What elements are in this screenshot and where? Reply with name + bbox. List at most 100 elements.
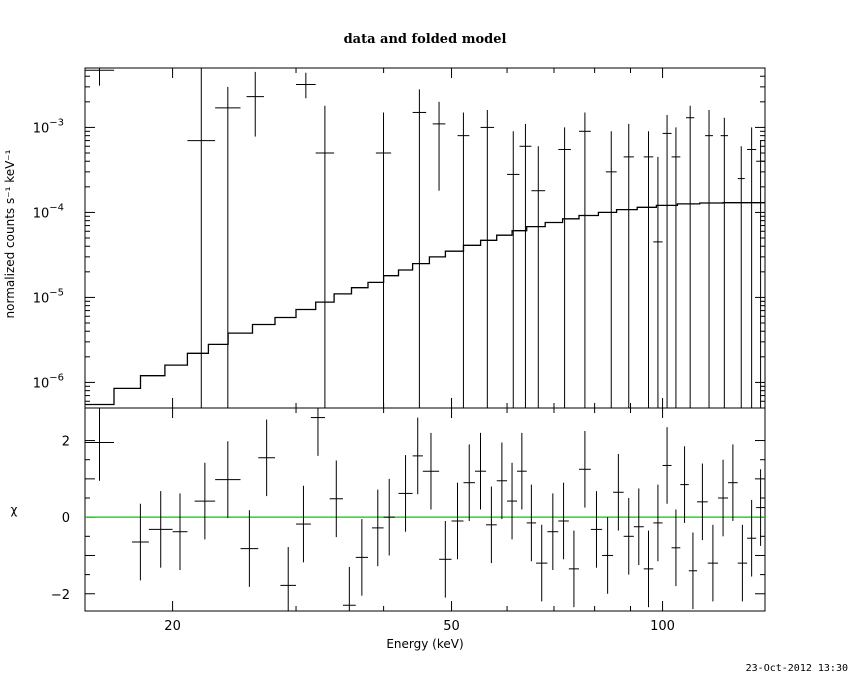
residual-point bbox=[131, 503, 149, 581]
model-step-line bbox=[85, 202, 765, 406]
residual-point bbox=[194, 462, 216, 540]
top-y-tick-exponent: −4 bbox=[49, 202, 64, 213]
residual-point bbox=[310, 408, 326, 456]
bottom-y-tick-label: 0 bbox=[62, 511, 70, 526]
residual-point bbox=[215, 441, 241, 518]
top-data-point bbox=[643, 131, 654, 408]
residual-point bbox=[240, 510, 259, 587]
x-axis-label: Energy (keV) bbox=[386, 637, 463, 651]
top-data-point bbox=[519, 123, 532, 408]
top-data-point bbox=[671, 127, 681, 408]
residual-point bbox=[517, 432, 527, 510]
residual-point bbox=[355, 519, 368, 596]
residual-point bbox=[172, 493, 188, 571]
bottom-panel-frame bbox=[84, 407, 766, 612]
top-y-tick-label: 10−6 bbox=[33, 372, 64, 391]
top-data-point bbox=[579, 112, 591, 408]
residual-point bbox=[371, 489, 384, 567]
residual-point bbox=[547, 493, 559, 571]
bottom-y-axis-label: χ bbox=[11, 503, 18, 517]
x-tick-label: 20 bbox=[164, 619, 181, 634]
residual-point bbox=[148, 491, 173, 568]
top-y-tick-label: 10−3 bbox=[33, 117, 64, 136]
top-panel: 10−3 10−4 10−5 10−6 bbox=[33, 67, 766, 409]
residual-point bbox=[613, 453, 624, 531]
x-tick-label: 100 bbox=[650, 619, 675, 634]
residual-point bbox=[85, 408, 115, 481]
top-data-point bbox=[737, 146, 745, 408]
residual-point bbox=[398, 455, 413, 532]
residual-point bbox=[728, 444, 738, 521]
residual-point bbox=[737, 524, 748, 602]
residual-point bbox=[602, 517, 614, 594]
residual-point bbox=[643, 530, 654, 608]
bottom-y-tick-label: 2 bbox=[62, 435, 70, 450]
residual-point bbox=[412, 417, 423, 495]
residual-point bbox=[296, 485, 311, 563]
top-data-point bbox=[531, 146, 546, 408]
residual-point bbox=[451, 482, 464, 560]
top-y-tick-exponent: −5 bbox=[49, 287, 64, 298]
residual-point bbox=[496, 442, 508, 520]
top-data-point bbox=[85, 68, 115, 86]
residual-point bbox=[590, 491, 603, 568]
bottom-y-tick-label: −2 bbox=[51, 588, 70, 603]
top-data-point bbox=[662, 114, 672, 408]
top-data-point bbox=[432, 101, 446, 191]
top-data-point bbox=[685, 105, 695, 408]
residual-point bbox=[579, 430, 591, 508]
top-y-tick-label: 10−5 bbox=[33, 287, 64, 306]
residual-point bbox=[422, 432, 440, 510]
residual-point bbox=[623, 498, 634, 575]
residual-point bbox=[688, 532, 698, 610]
residual-point bbox=[756, 469, 765, 546]
top-data-point bbox=[756, 140, 765, 408]
residual-point bbox=[568, 530, 580, 608]
residual-point bbox=[258, 419, 276, 497]
top-data-point bbox=[375, 112, 392, 408]
residual-point bbox=[662, 427, 672, 504]
timestamp: 23-Oct-2012 13:30 bbox=[746, 663, 848, 674]
residual-point bbox=[507, 462, 518, 540]
top-data-point bbox=[480, 110, 495, 408]
top-data-point bbox=[246, 71, 264, 137]
residual-point bbox=[718, 459, 729, 537]
top-data-point bbox=[296, 72, 316, 99]
top-data-point bbox=[412, 89, 427, 408]
residual-point bbox=[526, 484, 537, 562]
residual-point bbox=[680, 446, 689, 523]
residual-point bbox=[486, 486, 497, 564]
top-data-point bbox=[623, 123, 634, 408]
residual-point bbox=[439, 520, 452, 598]
chart-title: data and folded model bbox=[344, 32, 507, 47]
residual-point bbox=[280, 547, 297, 611]
x-tick-label: 50 bbox=[443, 619, 460, 634]
residual-point bbox=[536, 524, 548, 602]
top-data-point bbox=[457, 112, 470, 408]
top-data-point bbox=[558, 127, 571, 408]
residual-point bbox=[329, 460, 343, 538]
top-data-point bbox=[747, 127, 757, 408]
residual-point bbox=[697, 463, 708, 541]
residual-point bbox=[633, 488, 644, 566]
top-data-point bbox=[653, 156, 663, 408]
top-data-point bbox=[507, 131, 520, 408]
top-data-point bbox=[215, 86, 241, 408]
residual-point bbox=[474, 432, 487, 510]
residual-point bbox=[558, 482, 569, 560]
residual-point bbox=[463, 444, 475, 521]
top-y-axis-label: normalized counts s⁻¹ keV⁻¹ bbox=[3, 149, 17, 318]
top-y-tick-label: 10−4 bbox=[33, 202, 64, 221]
residual-point bbox=[707, 524, 719, 602]
residual-point bbox=[653, 484, 663, 562]
top-y-tick-exponent: −6 bbox=[49, 372, 64, 383]
residual-point bbox=[383, 478, 395, 556]
top-data-point bbox=[720, 117, 729, 408]
top-data-point bbox=[187, 68, 216, 408]
top-y-tick-exponent: −3 bbox=[49, 117, 64, 128]
residual-point bbox=[671, 509, 681, 587]
top-data-point bbox=[605, 131, 617, 408]
residual-point bbox=[747, 499, 757, 577]
